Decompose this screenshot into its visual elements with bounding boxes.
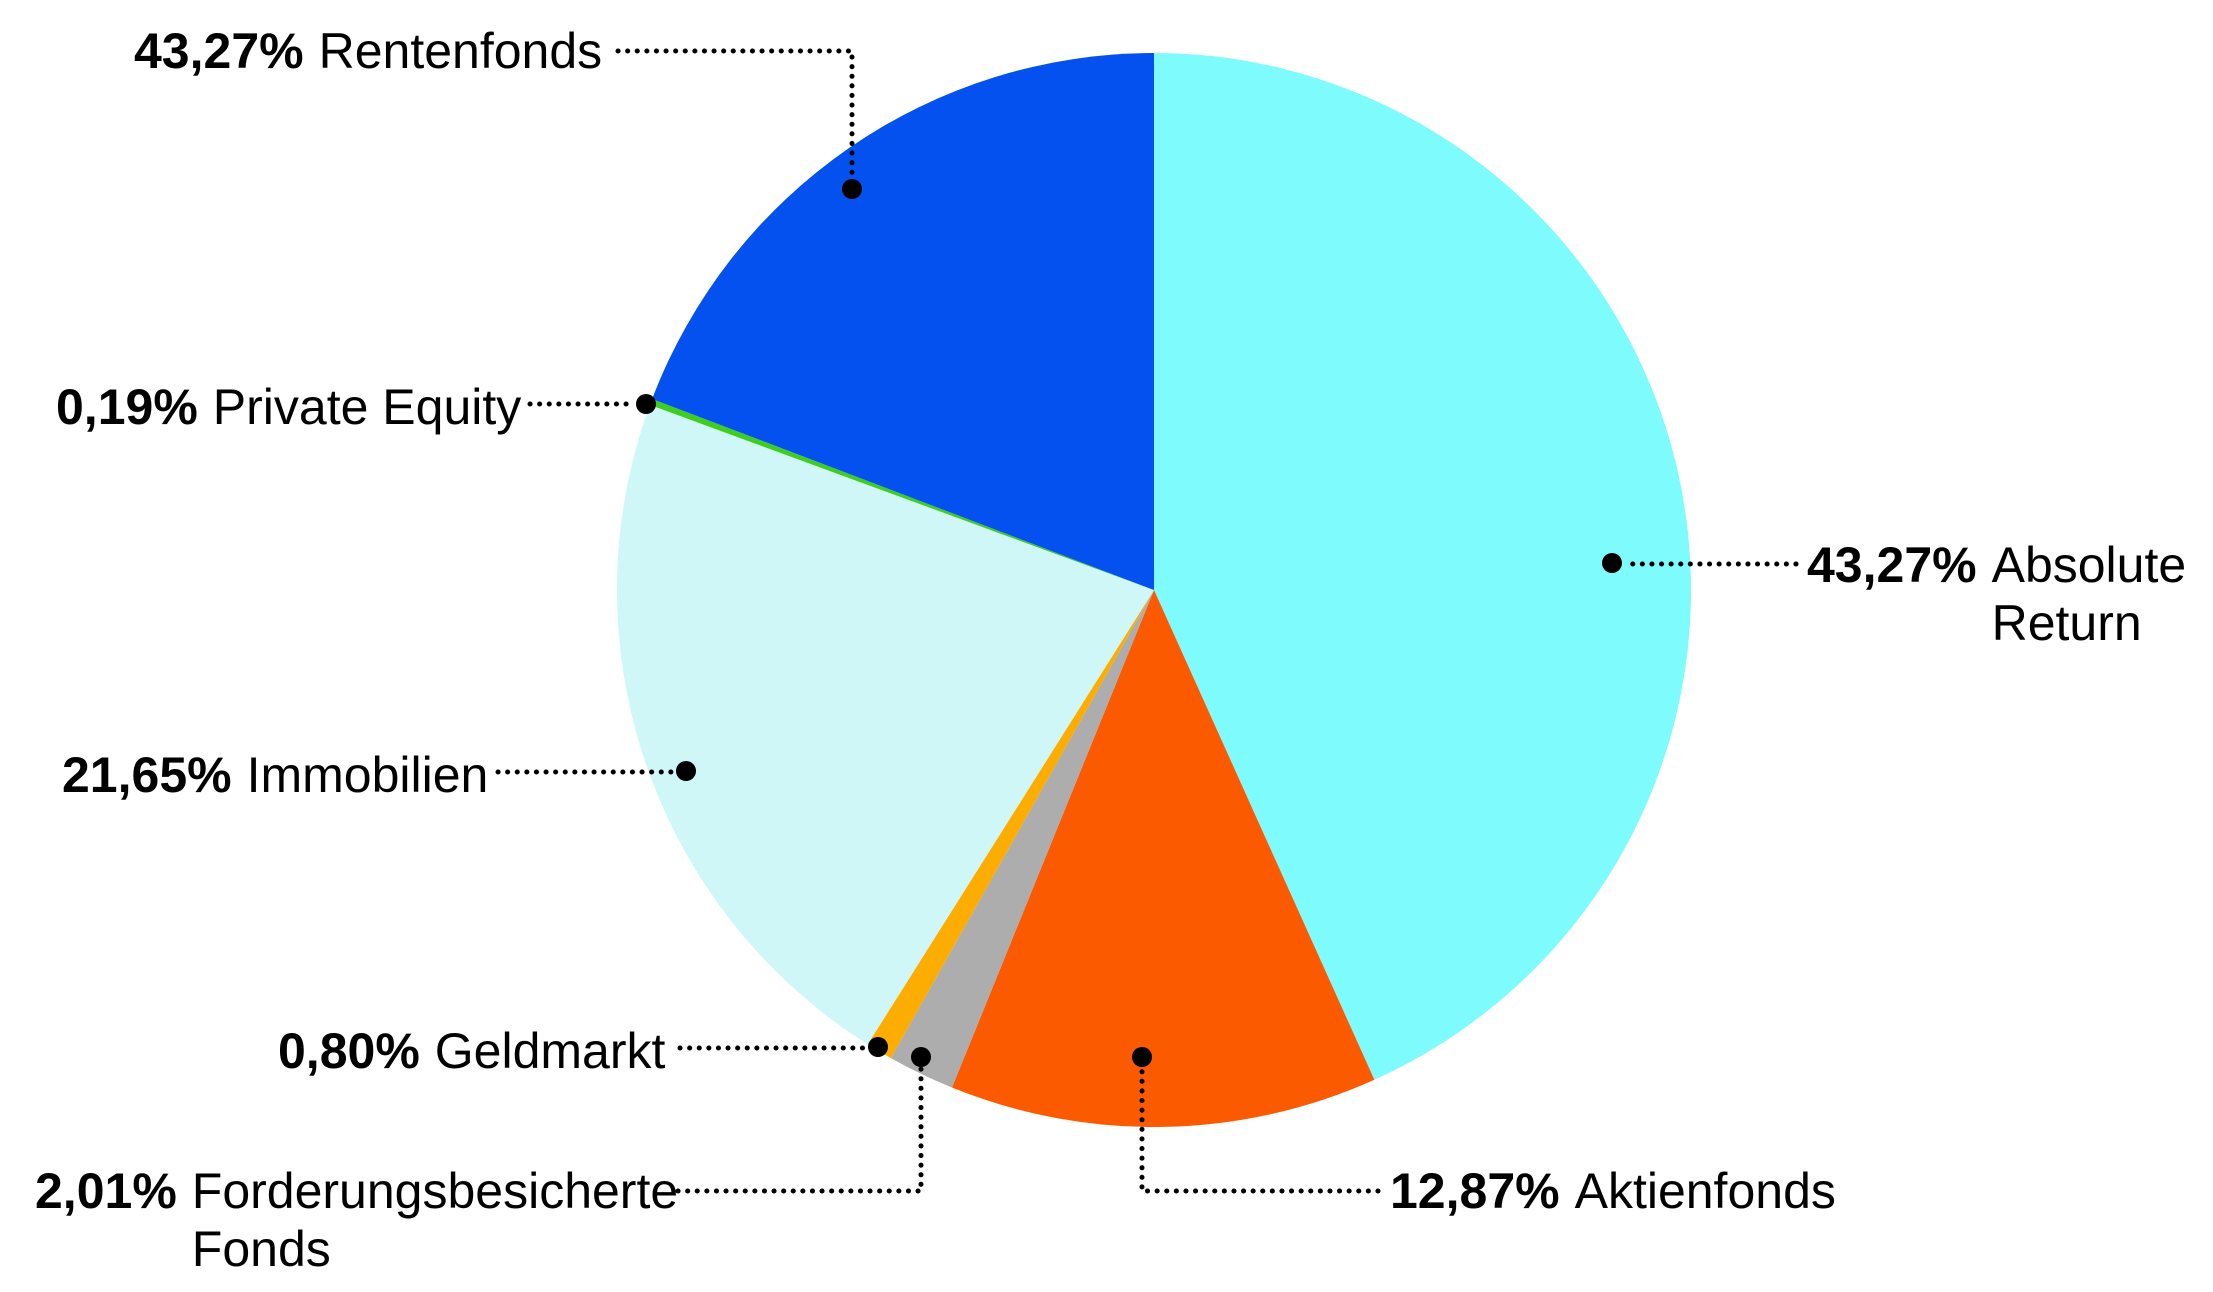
pie-slice-rentenfonds — [652, 53, 1154, 590]
slice-name: Immobilien — [246, 747, 489, 803]
pie-slice-immobilien — [616, 404, 1154, 1045]
leader-dot-aktienfonds — [1132, 1047, 1152, 1067]
leader-dot-rentenfonds — [842, 179, 862, 199]
slice-percent: 0,19% — [56, 379, 198, 435]
leader-dot-absolute-return — [1602, 553, 1622, 573]
slice-percent: 43,27% — [1807, 537, 1977, 593]
pie-slice-absolute-return — [1154, 53, 1691, 1080]
pie-slice-forderungsbesicherte-fonds — [890, 590, 1154, 1088]
pie-slice-private-equity — [649, 398, 1154, 590]
label-private-equity: 0,19% Private Equity — [56, 378, 521, 436]
slice-percent: 43,27% — [134, 23, 304, 79]
leader-dot-immobilien — [676, 761, 696, 781]
leader-dot-forderungsbesicherte-fonds — [911, 1047, 931, 1067]
slice-percent: 2,01% — [35, 1163, 177, 1219]
pie-slice-aktienfonds — [951, 590, 1375, 1127]
leader-dot-private-equity — [636, 394, 656, 414]
slice-name: Rentenfonds — [318, 23, 603, 79]
leader-line-forderungsbesicherte-fonds — [675, 1066, 924, 1194]
label-aktienfonds: 12,87% Aktienfonds — [1390, 1162, 1836, 1220]
label-absolute-return: 43,27% Absolute Return — [1807, 536, 2213, 652]
slice-name: Geldmarkt — [434, 1023, 666, 1079]
slice-name: Absolute Return — [1991, 537, 2187, 651]
slice-name: Private Equity — [212, 379, 522, 435]
slice-percent: 21,65% — [62, 747, 232, 803]
label-forderungsbesicherte-fonds: 2,01% Forderungsbesicherte Fonds — [35, 1162, 732, 1278]
pie-slice-geldmarkt — [867, 590, 1154, 1059]
slice-percent: 12,87% — [1390, 1163, 1560, 1219]
leader-dot-geldmarkt — [868, 1037, 888, 1057]
label-rentenfonds: 43,27% Rentenfonds — [134, 22, 602, 80]
leader-line-aktienfonds — [1139, 1066, 1381, 1194]
slice-name: Aktienfonds — [1574, 1163, 1836, 1219]
label-geldmarkt: 0,80% Geldmarkt — [278, 1022, 665, 1080]
slice-percent: 0,80% — [278, 1023, 420, 1079]
leader-line-rentenfonds — [615, 48, 855, 181]
slice-name: Forderungsbesicherte Fonds — [191, 1163, 679, 1277]
label-immobilien: 21,65% Immobilien — [62, 746, 488, 804]
